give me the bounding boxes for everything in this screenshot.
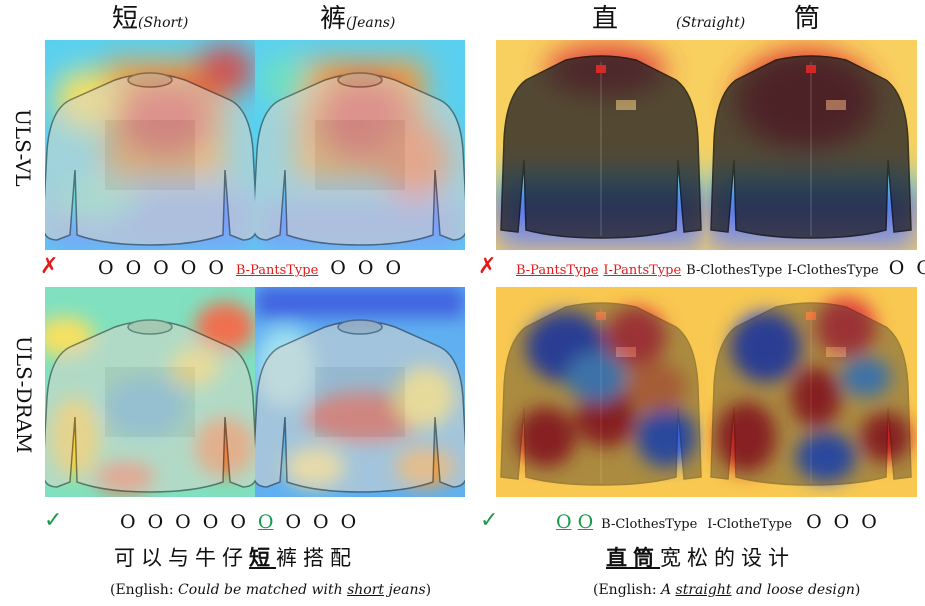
sentence-right-zh: 直筒宽松的设计: [606, 545, 795, 570]
translation-right: (English: A straight and loose design): [593, 582, 861, 598]
check-icon-right: ✓: [480, 508, 499, 533]
wrong-icon-right: ✗: [478, 254, 497, 279]
header-straight: (Straight): [676, 15, 746, 31]
heatmap-vl-short: [45, 40, 255, 250]
row-label-uls-dram: ULS-DRAM: [12, 336, 36, 454]
header-zhi: 直: [592, 4, 619, 34]
translation-left: (English: Could be matched with short je…: [110, 582, 432, 598]
heatmap-vl-jeans: [255, 40, 465, 250]
header-jeans: 裤(Jeans): [320, 4, 396, 34]
heatmap-dram-tong: [706, 287, 917, 497]
header-tong: 筒: [794, 4, 821, 34]
sentence-left-zh: 可以与牛仔短裤搭配: [114, 545, 357, 570]
heatmap-dram-short: [45, 287, 255, 497]
vl-left-tags: O O O O O B-PantsType O O O: [98, 257, 402, 279]
heatmap-vl-tong: [706, 40, 917, 250]
row-label-uls-vl: ULS-VL: [11, 109, 35, 187]
heatmap-dram-zhi: [496, 287, 706, 497]
heatmap-vl-zhi: [496, 40, 706, 250]
wrong-icon: ✗: [40, 254, 59, 279]
vl-right-tags: B-PantsType I-PantsType B-ClothesType I-Clo…: [516, 257, 925, 279]
dram-right-tags: O O B-ClothesType I-ClotheType O O O: [556, 511, 877, 533]
check-icon: ✓: [44, 508, 63, 533]
heatmap-dram-jeans: [255, 287, 465, 497]
header-short: 短(Short): [112, 4, 189, 34]
